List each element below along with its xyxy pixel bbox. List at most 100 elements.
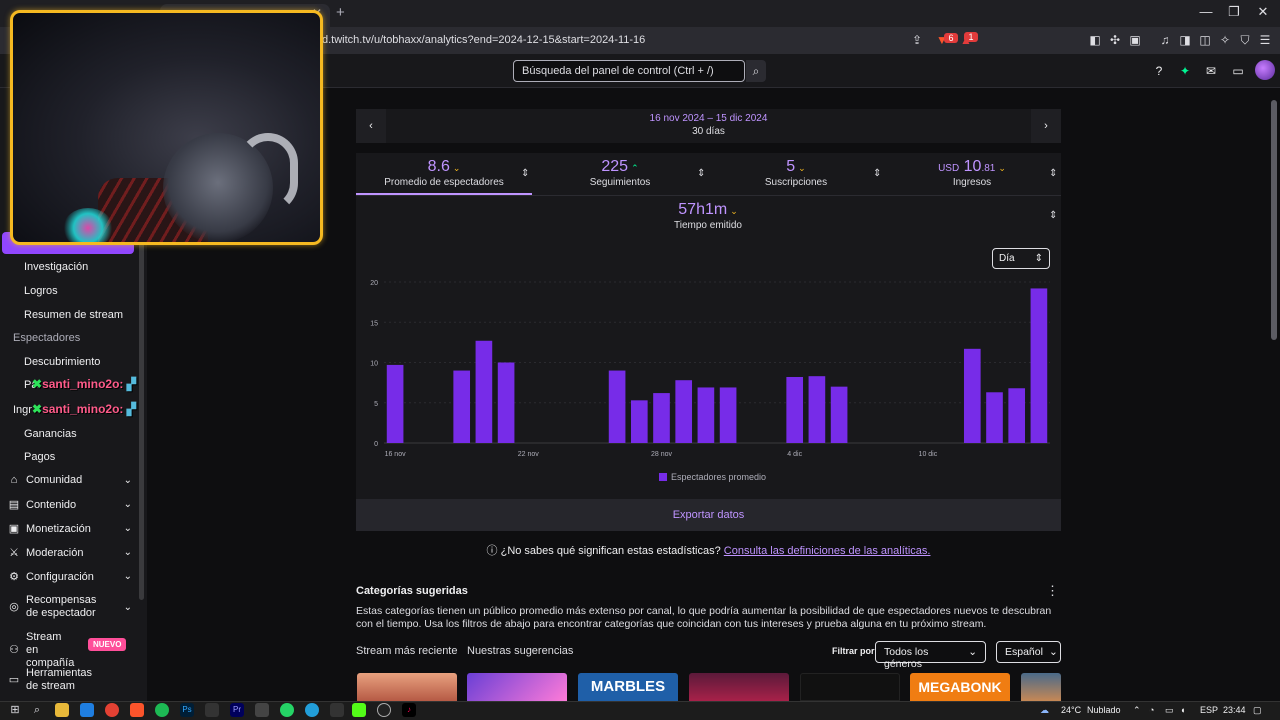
chart-bar[interactable] bbox=[808, 376, 826, 443]
sidebar-item-configuracion[interactable]: ⚙ Configuración ⌄ bbox=[8, 570, 132, 584]
wallet-icon[interactable]: ◫ bbox=[1199, 33, 1211, 47]
sidebar-item-herramientas[interactable]: ▭ Herramientas de stream bbox=[8, 667, 132, 693]
chart-bar[interactable] bbox=[497, 362, 515, 444]
language-indicator[interactable]: ESP bbox=[1200, 705, 1219, 715]
category-thumbnail[interactable] bbox=[689, 673, 789, 701]
sidebar-item-descubrimiento[interactable]: Descubrimiento bbox=[24, 356, 101, 368]
clock[interactable]: 23:44 bbox=[1223, 705, 1246, 715]
sort-icon[interactable]: ⇕ bbox=[1049, 168, 1058, 179]
tab-our-suggestions[interactable]: Nuestras sugerencias bbox=[467, 645, 574, 657]
new-tab-button[interactable]: + bbox=[336, 4, 345, 21]
sort-icon[interactable]: ⇕ bbox=[1049, 210, 1058, 221]
app-icon[interactable] bbox=[330, 703, 344, 717]
prev-period-button[interactable]: ‹ bbox=[356, 109, 386, 143]
dashboard-search-input[interactable]: Búsqueda del panel de control (Ctrl + /) bbox=[513, 60, 745, 82]
stat-subs[interactable]: 5 ⌄ Suscripciones bbox=[708, 153, 884, 195]
export-data-button[interactable]: Exportar datos bbox=[356, 499, 1061, 531]
chart-bar[interactable] bbox=[453, 370, 471, 443]
window-close-button[interactable]: ✕ bbox=[1257, 4, 1269, 19]
share-icon[interactable]: ⇪ bbox=[911, 33, 923, 47]
mail-icon[interactable]: ✉ bbox=[1205, 64, 1217, 78]
date-range-label[interactable]: 16 nov 2024 – 15 dic 2024 bbox=[649, 113, 768, 124]
spotify-icon[interactable] bbox=[155, 703, 169, 717]
spark-icon[interactable]: ✦ bbox=[1179, 64, 1191, 78]
stat-follows[interactable]: 225 ⌃ Seguimientos bbox=[532, 153, 708, 195]
chrome-icon[interactable] bbox=[105, 703, 119, 717]
search-icon[interactable]: ⌕ bbox=[33, 704, 41, 716]
sidebar-item-ganancias[interactable]: Ganancias bbox=[24, 428, 77, 440]
brave-icon[interactable] bbox=[130, 703, 144, 717]
weather-temp[interactable]: 24°C bbox=[1061, 705, 1082, 715]
category-thumbnail[interactable] bbox=[800, 673, 900, 701]
main-scrollbar[interactable] bbox=[1271, 100, 1277, 340]
windows-start-icon[interactable]: ⊞ bbox=[10, 704, 20, 716]
chart-bar[interactable] bbox=[386, 364, 404, 443]
network-icon[interactable]: ◔ bbox=[1149, 705, 1155, 715]
category-thumbnail[interactable] bbox=[357, 673, 457, 701]
vpn-icon[interactable]: ⛉ bbox=[1240, 33, 1250, 47]
chart-bar[interactable] bbox=[986, 392, 1003, 443]
music-icon[interactable]: ♫ bbox=[1160, 33, 1170, 47]
chart-bar[interactable] bbox=[475, 340, 493, 443]
sidebar-item-monetizacion[interactable]: ▣ Monetización ⌄ bbox=[8, 522, 132, 536]
chart-bar[interactable] bbox=[653, 393, 670, 443]
notification-icon[interactable]: ▢ bbox=[1253, 705, 1262, 715]
stat-income[interactable]: USD 10.81 ⌄ Ingresos bbox=[884, 153, 1060, 195]
sidebar-scrollbar[interactable] bbox=[139, 100, 144, 600]
more-options-icon[interactable]: ⋮ bbox=[1046, 583, 1059, 598]
address-bar-url[interactable]: d.twitch.tv/u/tobhaxx/analytics?end=2024… bbox=[322, 34, 646, 46]
search-button[interactable]: ⌕ bbox=[746, 60, 766, 82]
genre-select[interactable]: Todos los géneros ⌄ bbox=[875, 641, 986, 670]
sidebar-item-comunidad[interactable]: ⌂ Comunidad ⌄ bbox=[8, 474, 132, 486]
sidebar-item-moderacion[interactable]: ⚔ Moderación ⌄ bbox=[8, 546, 132, 560]
tiktok-icon[interactable]: ♪ bbox=[402, 703, 416, 717]
chart-bar[interactable] bbox=[697, 387, 715, 443]
language-select[interactable]: Español ⌄ bbox=[996, 641, 1061, 663]
sidebar-item-contenido[interactable]: ▤ Contenido ⌄ bbox=[8, 498, 132, 512]
window-minimize-button[interactable]: — bbox=[1199, 4, 1213, 19]
sidebar-item-resumen[interactable]: Resumen de stream bbox=[24, 309, 124, 321]
tab-recent-stream[interactable]: Stream más reciente bbox=[356, 645, 458, 657]
tray-expand-icon[interactable]: ⌃ bbox=[1133, 705, 1141, 715]
edge-icon[interactable] bbox=[80, 703, 94, 717]
premiere-icon[interactable]: Pr bbox=[230, 703, 244, 717]
leo-ai-icon[interactable]: ✧ bbox=[1219, 33, 1231, 47]
stat-avg-viewers[interactable]: 8.6 ⌄ Promedio de espectadores bbox=[356, 153, 532, 195]
sidebar-toggle-icon[interactable]: ◨ bbox=[1179, 33, 1191, 47]
help-icon[interactable]: ? bbox=[1155, 64, 1163, 78]
chart-bar[interactable] bbox=[1008, 388, 1026, 443]
brave-shield-icon[interactable]: ▼ bbox=[936, 33, 948, 47]
sidebar-item-partial[interactable]: Pa bbox=[24, 379, 38, 391]
sidebar-item-pagos[interactable]: Pagos bbox=[24, 451, 56, 463]
sort-icon[interactable]: ⇕ bbox=[873, 168, 882, 179]
sidebar-item-logros[interactable]: Logros bbox=[24, 285, 58, 297]
sort-icon[interactable]: ⇕ bbox=[697, 168, 706, 179]
category-thumbnail[interactable]: MARBLES bbox=[578, 673, 678, 701]
chart-bar[interactable] bbox=[630, 400, 648, 443]
chart-bar[interactable] bbox=[1030, 288, 1048, 443]
app-icon[interactable] bbox=[205, 703, 219, 717]
extension-icon[interactable]: ◧ bbox=[1089, 33, 1101, 47]
chart-bar[interactable] bbox=[786, 376, 804, 443]
file-explorer-icon[interactable] bbox=[55, 703, 69, 717]
category-thumbnail[interactable] bbox=[467, 673, 567, 701]
kick-icon[interactable] bbox=[352, 703, 366, 717]
photoshop-icon[interactable]: Ps bbox=[180, 703, 194, 717]
chat-icon[interactable]: ▭ bbox=[1232, 64, 1244, 78]
sidebar-item-stream-compania[interactable]: ⚇ Stream en compañía bbox=[8, 631, 132, 670]
chart-bar[interactable] bbox=[719, 387, 737, 443]
window-restore-button[interactable]: ❐ bbox=[1228, 4, 1240, 19]
next-period-button[interactable]: › bbox=[1031, 109, 1061, 143]
user-avatar[interactable] bbox=[1255, 60, 1275, 80]
telegram-icon[interactable] bbox=[305, 703, 319, 717]
chart-bar[interactable] bbox=[675, 380, 693, 443]
analytics-definitions-link[interactable]: Consulta las definiciones de las analíti… bbox=[723, 545, 931, 557]
sort-icon[interactable]: ⇕ bbox=[521, 168, 530, 179]
volume-icon[interactable]: ◖ bbox=[1180, 705, 1186, 715]
obs-icon[interactable] bbox=[377, 703, 391, 717]
category-thumbnail[interactable] bbox=[1021, 673, 1061, 701]
chart-bar[interactable] bbox=[830, 386, 848, 443]
sidebar-item-investigacion[interactable]: Investigación bbox=[24, 261, 89, 273]
period-select[interactable]: Día ⇕ bbox=[992, 248, 1050, 269]
monitor-icon[interactable]: ▭ bbox=[1165, 705, 1174, 715]
